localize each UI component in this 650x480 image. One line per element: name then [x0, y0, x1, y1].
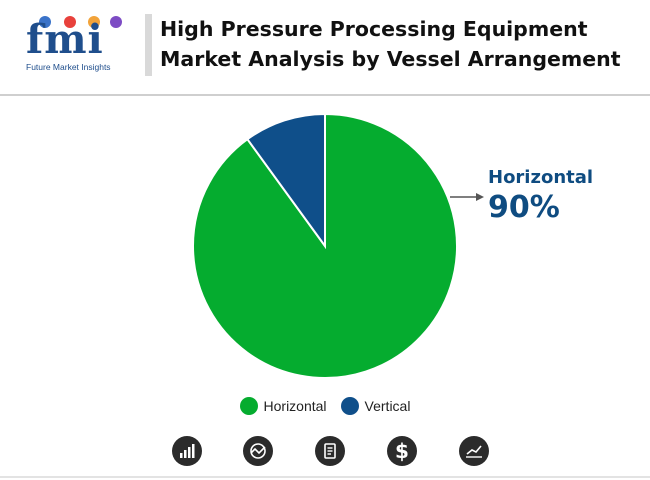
legend-swatch-horizontal — [239, 397, 258, 415]
header-divider — [0, 94, 650, 96]
legend-item-horizontal: Horizontal — [239, 397, 327, 415]
globe-chart-icon[interactable] — [243, 436, 273, 466]
logo-tagline: Future Market Insights — [26, 62, 111, 72]
legend-item-vertical: Vertical — [340, 397, 411, 415]
dollar-glyph: $ — [395, 439, 409, 463]
legend-label-vertical: Vertical — [364, 398, 411, 414]
callout-label: Horizontal — [488, 167, 594, 188]
fmi-logo[interactable]: fmi Future Market Insights — [26, 14, 130, 76]
pie-chart — [192, 112, 484, 379]
page-title: High Pressure Processing Equipment Marke… — [160, 17, 621, 71]
header: fmi Future Market Insights High Pressure… — [0, 0, 650, 92]
logo-dots-icon — [39, 16, 122, 28]
title-accent-bar — [145, 14, 152, 76]
chart-legend: Horizontal Vertical — [0, 394, 650, 418]
callout-value: 90% — [488, 190, 560, 225]
pie-slice-vertical — [246, 112, 326, 250]
logo-wordmark: fmi — [26, 16, 104, 63]
pie-slices — [192, 112, 458, 379]
footer-icon-row: $ — [0, 436, 650, 468]
trend-chart-icon[interactable] — [459, 436, 489, 466]
footer-divider — [0, 476, 650, 478]
bar-chart-icon[interactable] — [172, 436, 202, 466]
callout-arrow — [450, 193, 484, 201]
report-icon[interactable] — [315, 436, 345, 466]
dollar-icon[interactable]: $ — [387, 436, 417, 466]
legend-label-horizontal: Horizontal — [263, 398, 327, 414]
legend-swatch-vertical — [340, 397, 359, 415]
